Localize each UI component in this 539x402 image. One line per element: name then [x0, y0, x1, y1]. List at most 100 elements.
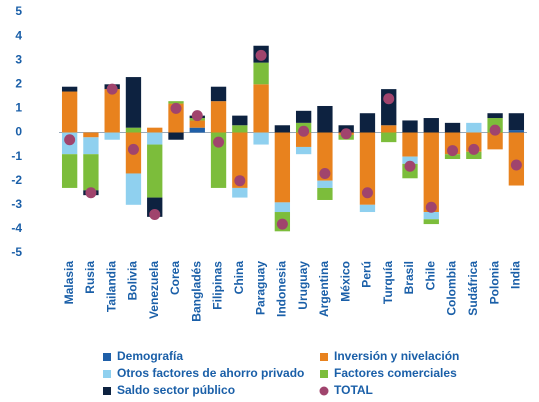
bar-segment: [402, 132, 418, 157]
total-dot: [340, 128, 352, 140]
x-tick-label: Venezuela: [147, 261, 161, 319]
bar-segment: [210, 101, 227, 133]
legend-label: TOTAL: [334, 383, 373, 397]
total-dot: [489, 124, 501, 136]
x-tick-label: Malasia: [62, 261, 76, 305]
legend-marker: [103, 370, 111, 378]
total-dot: [255, 49, 267, 61]
total-dot: [149, 208, 161, 220]
bar-segment: [61, 91, 78, 133]
total-dot: [447, 145, 459, 157]
total-dot: [85, 187, 97, 199]
bar-segment: [232, 132, 248, 188]
bar-segment: [381, 132, 397, 143]
total-dot: [361, 187, 373, 199]
x-tick-label: Colombia: [445, 261, 459, 316]
bar-segment: [189, 127, 205, 133]
total-dot: [191, 110, 203, 122]
total-dot: [468, 143, 480, 155]
legend-label: Saldo sector público: [117, 383, 235, 397]
y-tick-label: 0: [15, 125, 22, 139]
bar-segment: [317, 187, 333, 200]
bar-segment: [168, 132, 184, 140]
total-dot: [276, 218, 288, 230]
total-dot: [106, 83, 118, 95]
legend-label: Otros factores de ahorro privado: [117, 366, 304, 380]
total-dot: [234, 175, 246, 187]
total-dot: [404, 160, 416, 172]
legend-label: Factores comerciales: [334, 366, 457, 380]
bar-segment: [508, 132, 525, 186]
bar-segment: [104, 132, 120, 140]
bar-segment: [232, 187, 248, 198]
bar-segment: [487, 113, 503, 119]
bar-segment: [168, 101, 184, 104]
total-dot: [64, 134, 76, 146]
x-tick-label: Tailandia: [104, 261, 118, 312]
legend-marker: [103, 387, 111, 395]
y-tick-label: -4: [11, 221, 22, 235]
x-tick-label: Uruguay: [296, 261, 310, 310]
bar-segment: [444, 122, 461, 133]
x-tick-label: Indonesia: [275, 261, 289, 317]
y-tick-label: 2: [15, 76, 22, 90]
bar-segment: [61, 154, 78, 188]
bar-segment: [274, 202, 291, 213]
x-tick-label: Sudáfrica: [466, 261, 480, 316]
x-tick-label: Bangladés: [189, 261, 203, 322]
legend-marker: [103, 353, 111, 361]
x-tick-label: Corea: [168, 261, 182, 295]
x-tick-label: Chile: [423, 261, 437, 291]
bar-segment: [232, 125, 248, 133]
y-tick-label: 5: [15, 4, 22, 18]
x-tick-label: México: [338, 261, 352, 302]
x-tick-label: Bolivia: [126, 261, 140, 301]
x-tick-label: India: [509, 261, 523, 289]
bar-segment: [444, 154, 461, 160]
legend-label: Inversión y nivelación: [334, 349, 459, 363]
bar-segment: [508, 130, 525, 133]
bar-segment: [61, 86, 78, 92]
bar-segment: [274, 132, 291, 203]
legend-label: Demografía: [117, 349, 183, 363]
bar-segment: [402, 156, 418, 164]
total-dot: [127, 143, 139, 155]
x-tick-label: Paraguay: [253, 261, 267, 315]
bar-segment: [508, 113, 525, 131]
legend-marker: [320, 370, 328, 378]
x-tick-label: Turquía: [381, 261, 395, 304]
bar-segment: [210, 132, 227, 188]
bar-segment: [83, 154, 99, 191]
total-dot: [319, 167, 331, 179]
total-dot: [425, 201, 437, 213]
y-tick-label: 1: [15, 101, 22, 115]
x-tick-label: Filipinas: [211, 261, 225, 310]
bar-segment: [466, 151, 482, 160]
x-tick-label: Brasil: [402, 261, 416, 294]
bar-segment: [295, 132, 312, 147]
y-tick-label: -5: [11, 245, 22, 259]
bar-segment: [295, 110, 312, 123]
x-tick-label: Polonia: [487, 261, 501, 305]
x-tick-label: Argentina: [317, 261, 331, 317]
bar-segment: [83, 137, 99, 155]
bar-segment: [423, 132, 439, 213]
bar-segment: [402, 120, 418, 133]
bar-segment: [317, 180, 333, 188]
bar-segment: [359, 204, 376, 213]
bar-segment: [232, 115, 248, 126]
total-dot: [213, 136, 225, 148]
bar-segment: [210, 86, 227, 102]
bar-segment: [487, 132, 503, 150]
x-tick-label: Perú: [360, 261, 374, 288]
bar-segment: [147, 144, 163, 198]
bar-segment: [274, 125, 291, 133]
y-tick-label: 4: [15, 28, 22, 42]
total-dot: [170, 102, 182, 114]
bar-segment: [317, 132, 333, 181]
legend-marker: [320, 353, 328, 361]
bar-segment: [147, 132, 163, 145]
y-tick-label: -2: [11, 173, 22, 187]
bar-segment: [359, 132, 376, 205]
